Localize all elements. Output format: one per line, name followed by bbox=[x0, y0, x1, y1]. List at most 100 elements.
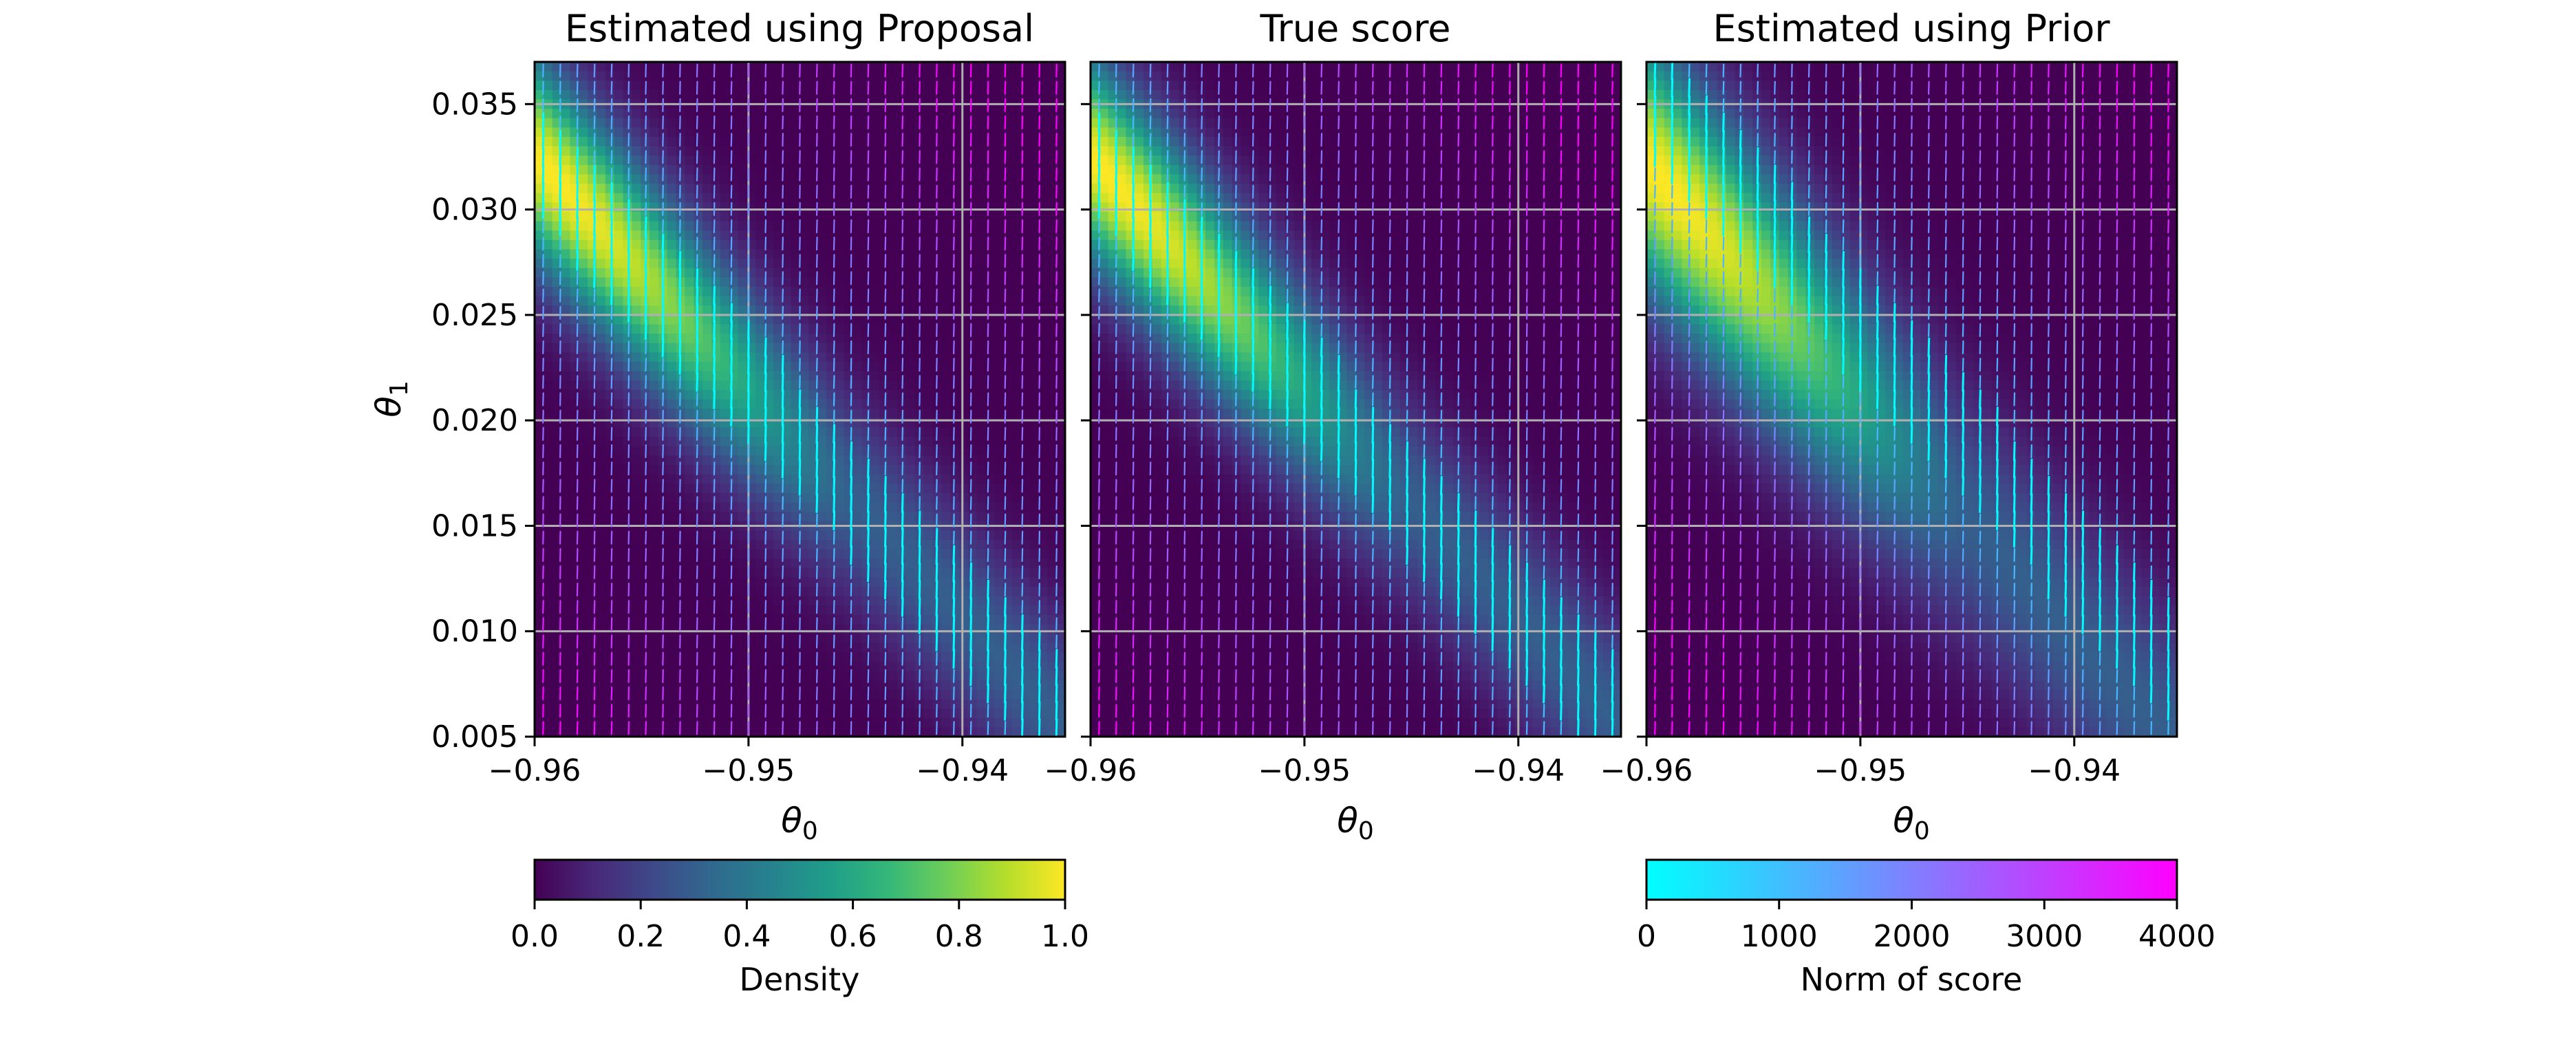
heatmap-cell bbox=[1011, 399, 1022, 409]
heatmap-cell bbox=[897, 184, 907, 194]
heatmap-cell bbox=[561, 699, 570, 709]
heatmap-cell bbox=[949, 530, 960, 541]
heatmap-cell bbox=[1011, 492, 1022, 503]
heatmap-cell bbox=[579, 164, 588, 175]
score-arrow bbox=[730, 686, 733, 701]
heatmap-cell bbox=[667, 559, 677, 569]
score-arrow bbox=[782, 340, 784, 355]
heatmap-cell bbox=[561, 221, 570, 231]
heatmap-cell bbox=[835, 680, 845, 691]
heatmap-cell bbox=[755, 155, 765, 166]
heatmap-cell bbox=[535, 230, 544, 241]
heatmap-cell bbox=[702, 193, 712, 203]
score-arrow bbox=[696, 337, 699, 358]
heatmap-cell bbox=[632, 324, 641, 334]
score-arrow bbox=[782, 721, 784, 735]
heatmap-cell bbox=[755, 334, 765, 344]
heatmap-cell bbox=[782, 230, 792, 241]
heatmap-cell bbox=[773, 334, 783, 344]
heatmap-cell bbox=[817, 164, 827, 175]
heatmap-cell bbox=[782, 559, 792, 569]
heatmap-cell bbox=[949, 464, 960, 475]
heatmap-cell bbox=[958, 259, 969, 269]
heatmap-cell bbox=[861, 539, 871, 550]
heatmap-cell bbox=[897, 164, 907, 175]
heatmap-cell bbox=[738, 268, 747, 278]
heatmap-cell bbox=[1056, 587, 1065, 597]
heatmap-cell bbox=[667, 287, 677, 297]
heatmap-cell bbox=[535, 539, 544, 550]
heatmap-cell bbox=[552, 314, 562, 325]
score-arrow bbox=[730, 600, 733, 614]
heatmap-cell bbox=[773, 633, 783, 644]
heatmap-cell bbox=[799, 567, 809, 578]
heatmap-cell bbox=[623, 587, 632, 597]
heatmap-cell bbox=[605, 287, 615, 297]
heatmap-cell bbox=[941, 587, 951, 597]
heatmap-cell bbox=[879, 362, 889, 372]
heatmap-cell bbox=[694, 652, 703, 662]
heatmap-cell bbox=[1029, 464, 1040, 475]
heatmap-cell bbox=[958, 577, 969, 587]
heatmap-cell bbox=[579, 662, 588, 672]
heatmap-cell bbox=[835, 642, 845, 653]
heatmap-cell bbox=[994, 484, 1004, 494]
heatmap-cell bbox=[623, 193, 632, 203]
heatmap-cell bbox=[614, 409, 624, 419]
heatmap-cell bbox=[967, 399, 978, 409]
heatmap-cell bbox=[720, 474, 730, 484]
heatmap-cell bbox=[755, 642, 765, 653]
heatmap-cell bbox=[702, 587, 712, 597]
heatmap-cell bbox=[535, 174, 544, 184]
score-arrow bbox=[696, 303, 699, 323]
heatmap-cell bbox=[1056, 671, 1065, 681]
heatmap-cell bbox=[905, 484, 916, 494]
score-arrow bbox=[696, 63, 698, 78]
heatmap-cell bbox=[729, 624, 739, 634]
heatmap-cell bbox=[711, 352, 721, 362]
heatmap-cell bbox=[658, 559, 668, 569]
heatmap-cell bbox=[799, 362, 809, 372]
score-arrow bbox=[713, 669, 716, 684]
score-arrow bbox=[645, 583, 647, 597]
heatmap-cell bbox=[676, 71, 686, 81]
heatmap-cell bbox=[949, 230, 960, 241]
heatmap-cell bbox=[764, 642, 774, 653]
heatmap-cell bbox=[949, 296, 960, 306]
heatmap-cell bbox=[552, 287, 562, 297]
score-arrow bbox=[645, 479, 647, 493]
heatmap-cell bbox=[782, 343, 792, 353]
heatmap-cell bbox=[1011, 484, 1022, 494]
heatmap-cell bbox=[535, 334, 544, 344]
heatmap-cell bbox=[852, 559, 863, 569]
heatmap-cell bbox=[667, 530, 677, 541]
heatmap-cell bbox=[985, 71, 995, 81]
heatmap-cell bbox=[1038, 118, 1048, 128]
heatmap-cell bbox=[799, 587, 809, 597]
heatmap-cell bbox=[1047, 409, 1057, 419]
heatmap-cell bbox=[685, 343, 694, 353]
heatmap-cell bbox=[650, 399, 659, 409]
heatmap-cell bbox=[808, 389, 818, 400]
heatmap-cell bbox=[861, 89, 871, 100]
heatmap-cell bbox=[588, 362, 597, 372]
heatmap-cell bbox=[967, 464, 978, 475]
heatmap-cell bbox=[711, 127, 721, 138]
heatmap-cell bbox=[888, 118, 898, 128]
heatmap-cell bbox=[773, 671, 783, 681]
score-arrow bbox=[730, 496, 733, 510]
heatmap-cell bbox=[967, 596, 978, 606]
heatmap-cell bbox=[985, 559, 995, 569]
heatmap-cell bbox=[561, 708, 570, 719]
heatmap-cell bbox=[1056, 512, 1065, 522]
heatmap-cell bbox=[1020, 567, 1031, 578]
heatmap-cell bbox=[976, 259, 986, 269]
heatmap-cell bbox=[861, 474, 871, 484]
heatmap-cell bbox=[994, 221, 1004, 231]
score-arrow bbox=[713, 219, 716, 234]
heatmap-cell bbox=[676, 230, 686, 241]
heatmap-cell bbox=[596, 389, 606, 400]
heatmap-cell bbox=[1038, 352, 1048, 362]
heatmap-cell bbox=[623, 221, 632, 231]
heatmap-cell bbox=[738, 492, 747, 503]
